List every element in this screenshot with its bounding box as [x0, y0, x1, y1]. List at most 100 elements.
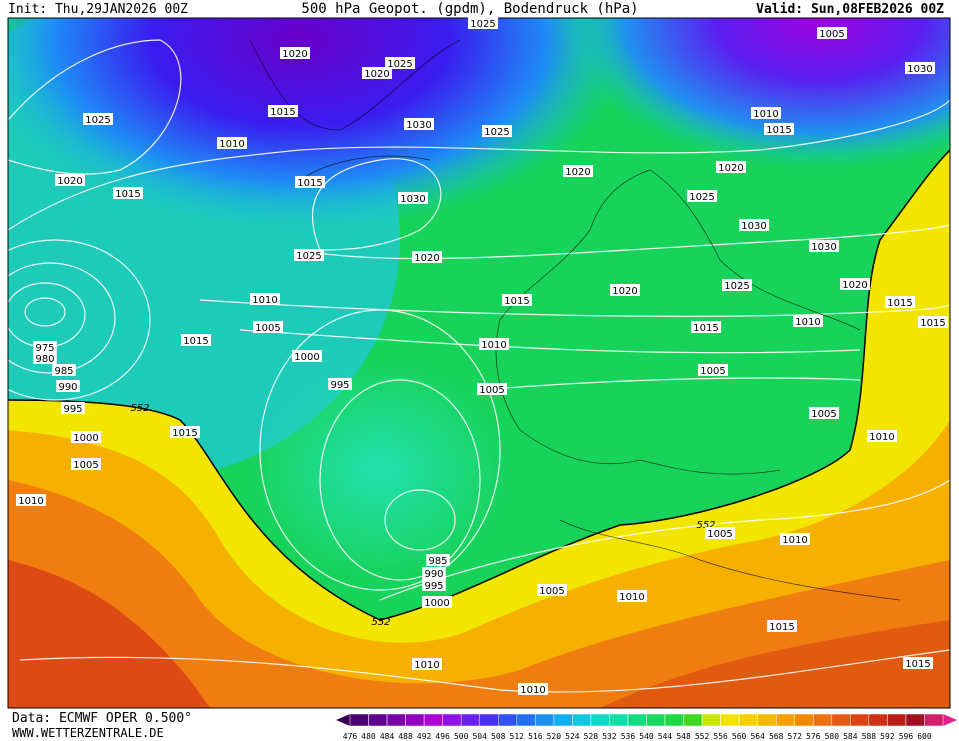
label-box — [563, 165, 593, 177]
scale-swatch — [646, 713, 666, 727]
isobar-label: 1015 — [887, 298, 912, 309]
isobar-label: 985 — [54, 366, 73, 377]
label-box — [764, 123, 794, 135]
label-box — [698, 364, 728, 376]
isobar-label: 1030 — [741, 221, 766, 232]
valid-time: Valid: Sun,08FEB2026 00Z — [756, 2, 944, 17]
scale-label: 544 — [658, 732, 673, 741]
scale-swatch — [553, 713, 573, 727]
label-box — [905, 62, 935, 74]
label-box — [809, 407, 839, 419]
scale-label: 556 — [713, 732, 728, 741]
label-box — [55, 174, 85, 186]
isobar-label: 1010 — [252, 295, 277, 306]
scale-label: 540 — [639, 732, 654, 741]
isobar-label: 975 — [35, 343, 54, 354]
label-box — [33, 341, 57, 353]
isobar-label: 985 — [428, 556, 447, 567]
isobar-label: 980 — [35, 354, 54, 365]
isobar-label: 1020 — [57, 176, 82, 187]
isobar-label: 1020 — [282, 49, 307, 60]
isobar-label: 995 — [63, 404, 82, 415]
isobar-label: 1010 — [481, 340, 506, 351]
isobar-label: 1015 — [270, 107, 295, 118]
isobar-label: 1005 — [819, 29, 844, 40]
label-box — [867, 430, 897, 442]
isobar-label: 995 — [424, 581, 443, 592]
label-box — [426, 554, 450, 566]
isobar-label: 1015 — [183, 336, 208, 347]
scale-label: 560 — [732, 732, 747, 741]
isobar-label: 1015 — [905, 659, 930, 670]
scale-label: 504 — [472, 732, 487, 741]
isobar-label: 1015 — [920, 318, 945, 329]
scale-swatch — [831, 713, 851, 727]
scale-label: 536 — [621, 732, 636, 741]
label-box — [398, 192, 428, 204]
scale-label: 492 — [417, 732, 432, 741]
scale-label: 528 — [584, 732, 599, 741]
label-box — [477, 383, 507, 395]
label-box — [61, 402, 85, 414]
scale-label: 588 — [862, 732, 877, 741]
label-box — [294, 249, 324, 261]
scale-swatch — [405, 713, 425, 727]
scale-swatch — [572, 713, 592, 727]
scale-swatch — [775, 713, 795, 727]
isobar-label: 1005 — [700, 366, 725, 377]
isobar-label: 1000 — [294, 352, 319, 363]
label-box — [113, 187, 143, 199]
isobar-label: 1005 — [255, 323, 280, 334]
isobar-label: 1010 — [520, 685, 545, 696]
isobar-label: 995 — [330, 380, 349, 391]
isobar-label: 1015 — [766, 125, 791, 136]
scale-swatch — [423, 713, 443, 727]
label-box — [468, 17, 498, 29]
isobar-label: 1025 — [387, 59, 412, 70]
scale-swatch — [701, 713, 721, 727]
scale-swatch — [868, 713, 888, 727]
isobar-label: 1025 — [470, 19, 495, 30]
scale-swatch — [757, 713, 777, 727]
scale-label: 596 — [899, 732, 914, 741]
isobar-label: 1025 — [484, 127, 509, 138]
isobar-label: 1020 — [364, 69, 389, 80]
isobar-label: 1010 — [795, 317, 820, 328]
isobar-label: 1000 — [424, 598, 449, 609]
isobar-label: 1010 — [619, 592, 644, 603]
label-box — [412, 658, 442, 670]
label-box — [751, 107, 781, 119]
label-box — [422, 596, 452, 608]
isobar-label: 552 — [130, 403, 149, 414]
isobar-labels: 1025102010251020100510301025101510301025… — [16, 17, 948, 696]
isobar-label: 552 — [696, 520, 715, 531]
scale-swatch — [664, 713, 684, 727]
scale-swatch — [368, 713, 388, 727]
scale-arrow-right — [943, 714, 957, 726]
label-box — [793, 315, 823, 327]
label-box — [918, 316, 948, 328]
scale-swatch — [738, 713, 758, 727]
isobar-label: 1005 — [811, 409, 836, 420]
label-box — [687, 190, 717, 202]
label-box — [422, 567, 446, 579]
scale-swatch — [627, 713, 647, 727]
label-box — [292, 350, 322, 362]
label-box — [71, 431, 101, 443]
scale-label: 580 — [825, 732, 840, 741]
label-box — [482, 125, 512, 137]
isobar-label: 1010 — [219, 139, 244, 150]
scale-label: 584 — [843, 732, 858, 741]
isobar-label: 990 — [58, 382, 77, 393]
scale-label: 572 — [788, 732, 803, 741]
scale-label: 592 — [880, 732, 895, 741]
label-box — [617, 590, 647, 602]
scale-label: 564 — [750, 732, 765, 741]
scale-swatch — [498, 713, 518, 727]
scale-swatch — [479, 713, 499, 727]
isobar-label: 1010 — [782, 535, 807, 546]
label-box — [716, 161, 746, 173]
label-box — [33, 352, 57, 364]
label-box — [83, 113, 113, 125]
